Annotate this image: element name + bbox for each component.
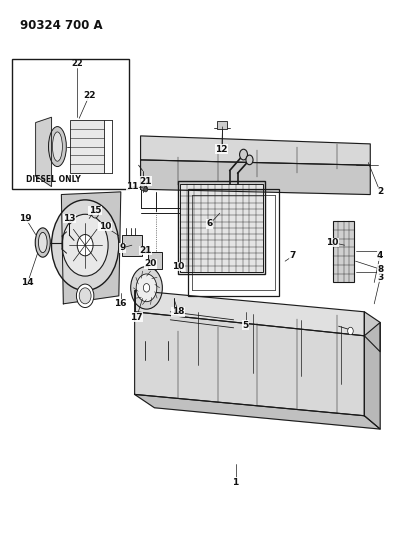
Polygon shape [135,290,364,336]
Text: 1: 1 [232,478,239,487]
Text: 9: 9 [120,244,126,252]
Text: 20: 20 [144,260,157,268]
Circle shape [131,266,162,309]
Bar [333,221,354,282]
Bar [180,184,263,272]
Circle shape [91,208,99,218]
Circle shape [76,284,94,308]
Ellipse shape [38,232,47,253]
Polygon shape [61,192,121,304]
Text: 8: 8 [377,265,383,273]
Ellipse shape [52,132,63,161]
Polygon shape [135,394,380,429]
Polygon shape [135,312,364,416]
Circle shape [51,200,119,290]
Bar [178,181,265,274]
Text: 2: 2 [377,188,383,196]
Text: DIESEL ONLY: DIESEL ONLY [26,175,80,184]
Text: 21: 21 [139,246,152,255]
Text: 11: 11 [126,182,139,191]
Bar [12,59,129,189]
Text: 5: 5 [242,321,249,329]
Circle shape [141,184,145,191]
Bar [217,121,227,129]
Text: 7: 7 [290,252,296,260]
Bar [188,189,279,296]
Text: 10: 10 [99,222,111,231]
Polygon shape [364,312,380,352]
Circle shape [348,327,353,335]
Circle shape [77,235,93,256]
Circle shape [240,149,248,160]
Bar [148,252,162,269]
Text: 4: 4 [377,252,383,260]
Text: 16: 16 [114,300,127,308]
Text: 13: 13 [63,214,76,223]
Text: 3: 3 [377,273,383,281]
Text: 22: 22 [71,59,83,68]
Circle shape [143,284,150,292]
Text: 19: 19 [19,214,32,223]
Polygon shape [141,136,370,165]
Text: 21: 21 [139,177,152,185]
Polygon shape [36,117,51,187]
Circle shape [79,288,91,304]
Text: 15: 15 [89,206,101,215]
Circle shape [62,214,108,276]
Text: 10: 10 [172,262,185,271]
Text: 17: 17 [130,313,143,321]
Text: 10: 10 [326,238,339,247]
Text: 90324 700 A: 90324 700 A [20,19,103,31]
Ellipse shape [35,228,50,257]
Polygon shape [364,322,380,429]
Bar [70,120,104,173]
Circle shape [144,248,148,253]
Circle shape [144,187,148,192]
Text: 12: 12 [215,145,228,154]
Text: 22: 22 [83,92,95,100]
Circle shape [136,274,157,302]
Polygon shape [141,160,370,195]
Text: 18: 18 [172,308,185,316]
Circle shape [246,155,253,165]
Bar [122,235,142,256]
Text: 14: 14 [21,278,34,287]
Ellipse shape [48,126,66,166]
Text: 6: 6 [207,220,213,228]
